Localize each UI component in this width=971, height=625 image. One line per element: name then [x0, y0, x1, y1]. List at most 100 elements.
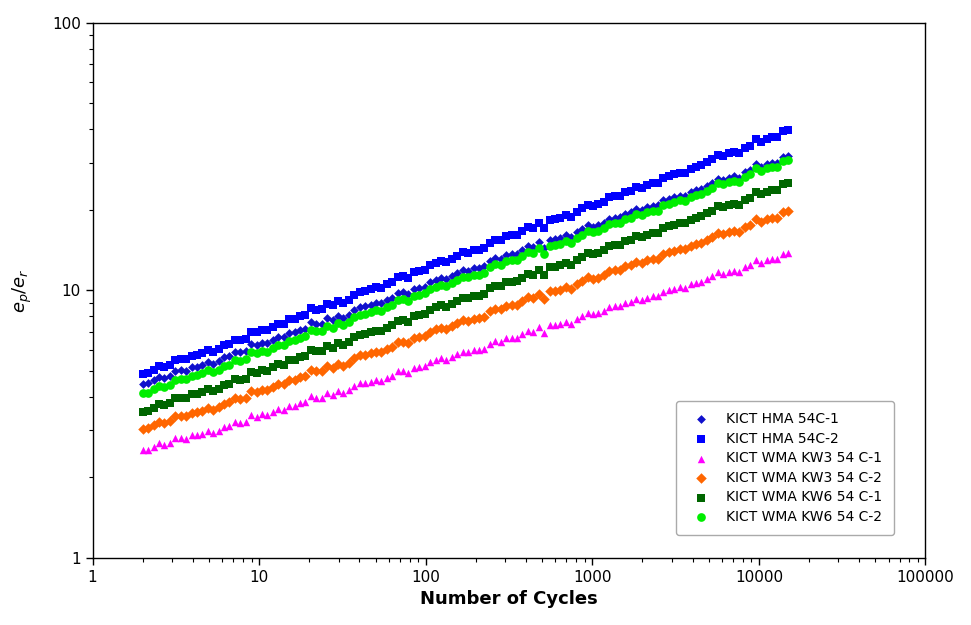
KICT WMA KW3 54 C-2 [433, 322, 449, 332]
KICT WMA KW6 54 C-2 [775, 156, 790, 166]
KICT WMA KW3 54 C-1 [173, 433, 188, 443]
KICT HMA 54C-1 [460, 266, 476, 276]
KICT HMA 54C-2 [758, 134, 774, 144]
KICT WMA KW6 54 C-2 [720, 177, 736, 187]
KICT WMA KW3 54 C-1 [748, 254, 763, 264]
KICT WMA KW3 54 C-1 [645, 291, 660, 301]
KICT HMA 54C-1 [558, 231, 574, 241]
KICT WMA KW6 54 C-1 [450, 296, 465, 306]
KICT WMA KW3 54 C-1 [574, 311, 589, 321]
KICT WMA KW3 54 C-2 [341, 357, 356, 367]
KICT WMA KW3 54 C-1 [151, 438, 167, 448]
KICT WMA KW3 54 C-2 [439, 324, 454, 334]
KICT WMA KW6 54 C-2 [781, 154, 796, 164]
KICT WMA KW3 54 C-2 [693, 238, 709, 248]
KICT WMA KW6 54 C-1 [498, 278, 514, 288]
KICT WMA KW3 54 C-2 [764, 213, 780, 222]
KICT WMA KW6 54 C-1 [764, 185, 780, 195]
KICT HMA 54C-1 [596, 218, 612, 228]
KICT WMA KW3 54 C-2 [781, 206, 796, 216]
KICT HMA 54C-1 [444, 271, 459, 281]
KICT HMA 54C-2 [292, 311, 308, 321]
KICT HMA 54C-1 [639, 202, 654, 212]
KICT WMA KW3 54 C-2 [634, 258, 650, 268]
KICT WMA KW3 54 C-2 [737, 222, 753, 232]
KICT WMA KW3 54 C-2 [580, 272, 595, 282]
KICT HMA 54C-2 [655, 173, 671, 183]
KICT WMA KW3 54 C-2 [141, 423, 156, 433]
KICT WMA KW6 54 C-1 [601, 241, 617, 251]
KICT WMA KW6 54 C-2 [151, 381, 167, 391]
KICT HMA 54C-2 [558, 210, 574, 220]
KICT HMA 54C-2 [455, 248, 471, 258]
KICT WMA KW6 54 C-1 [303, 345, 318, 355]
KICT WMA KW6 54 C-2 [563, 238, 579, 248]
KICT WMA KW6 54 C-1 [613, 240, 628, 250]
KICT WMA KW6 54 C-2 [341, 317, 356, 327]
KICT HMA 54C-1 [347, 305, 362, 315]
KICT WMA KW6 54 C-1 [678, 218, 693, 228]
KICT WMA KW3 54 C-1 [693, 277, 709, 287]
KICT WMA KW6 54 C-1 [775, 179, 790, 189]
KICT HMA 54C-1 [758, 159, 774, 169]
KICT WMA KW6 54 C-2 [748, 163, 763, 173]
KICT WMA KW3 54 C-2 [303, 365, 318, 375]
KICT HMA 54C-1 [753, 162, 769, 172]
KICT WMA KW6 54 C-1 [716, 202, 731, 212]
KICT HMA 54C-2 [259, 326, 275, 336]
KICT WMA KW3 54 C-1 [385, 371, 400, 381]
KICT WMA KW6 54 C-1 [596, 246, 612, 256]
KICT WMA KW3 54 C-1 [601, 302, 617, 312]
KICT WMA KW6 54 C-1 [569, 254, 585, 264]
KICT HMA 54C-1 [395, 288, 411, 298]
KICT WMA KW6 54 C-1 [135, 407, 151, 417]
KICT WMA KW6 54 C-1 [731, 200, 747, 210]
KICT WMA KW3 54 C-1 [200, 426, 216, 436]
KICT HMA 54C-1 [233, 347, 249, 357]
KICT WMA KW3 54 C-1 [265, 408, 281, 418]
KICT HMA 54C-1 [548, 234, 563, 244]
KICT WMA KW6 54 C-2 [466, 270, 482, 280]
KICT WMA KW6 54 C-2 [439, 281, 454, 291]
KICT WMA KW6 54 C-2 [173, 374, 188, 384]
KICT WMA KW3 54 C-2 [460, 316, 476, 326]
KICT HMA 54C-1 [655, 196, 671, 206]
KICT WMA KW6 54 C-2 [347, 312, 362, 322]
KICT HMA 54C-1 [618, 209, 633, 219]
KICT WMA KW3 54 C-2 [515, 296, 530, 306]
KICT WMA KW6 54 C-1 [520, 269, 536, 279]
KICT WMA KW3 54 C-1 [233, 418, 249, 428]
KICT WMA KW3 54 C-1 [509, 333, 524, 343]
KICT WMA KW6 54 C-2 [200, 365, 216, 375]
KICT WMA KW6 54 C-2 [525, 248, 541, 258]
KICT WMA KW3 54 C-2 [645, 254, 660, 264]
KICT HMA 54C-2 [618, 187, 633, 197]
KICT WMA KW3 54 C-1 [710, 268, 725, 278]
KICT HMA 54C-1 [590, 221, 606, 231]
KICT WMA KW6 54 C-1 [265, 362, 281, 372]
KICT WMA KW6 54 C-2 [309, 326, 324, 336]
KICT WMA KW3 54 C-1 [460, 348, 476, 358]
KICT HMA 54C-1 [542, 235, 557, 245]
KICT WMA KW3 54 C-2 [135, 424, 151, 434]
KICT WMA KW3 54 C-1 [726, 266, 742, 276]
KICT WMA KW3 54 C-2 [558, 282, 574, 292]
KICT WMA KW6 54 C-2 [433, 280, 449, 290]
KICT HMA 54C-2 [189, 351, 205, 361]
KICT HMA 54C-1 [515, 245, 530, 255]
KICT HMA 54C-2 [482, 238, 497, 248]
KICT HMA 54C-2 [775, 126, 790, 136]
KICT WMA KW3 54 C-2 [336, 361, 352, 371]
KICT WMA KW3 54 C-2 [504, 300, 519, 310]
KICT WMA KW6 54 C-1 [758, 186, 774, 196]
KICT WMA KW6 54 C-1 [156, 400, 172, 410]
KICT WMA KW6 54 C-2 [493, 260, 509, 270]
KICT WMA KW6 54 C-1 [286, 355, 302, 365]
KICT WMA KW3 54 C-1 [433, 353, 449, 363]
KICT WMA KW3 54 C-2 [249, 387, 264, 397]
KICT WMA KW3 54 C-1 [471, 345, 486, 355]
KICT WMA KW3 54 C-2 [666, 246, 682, 256]
KICT HMA 54C-1 [666, 192, 682, 202]
KICT WMA KW6 54 C-1 [525, 269, 541, 279]
KICT HMA 54C-2 [477, 243, 492, 253]
